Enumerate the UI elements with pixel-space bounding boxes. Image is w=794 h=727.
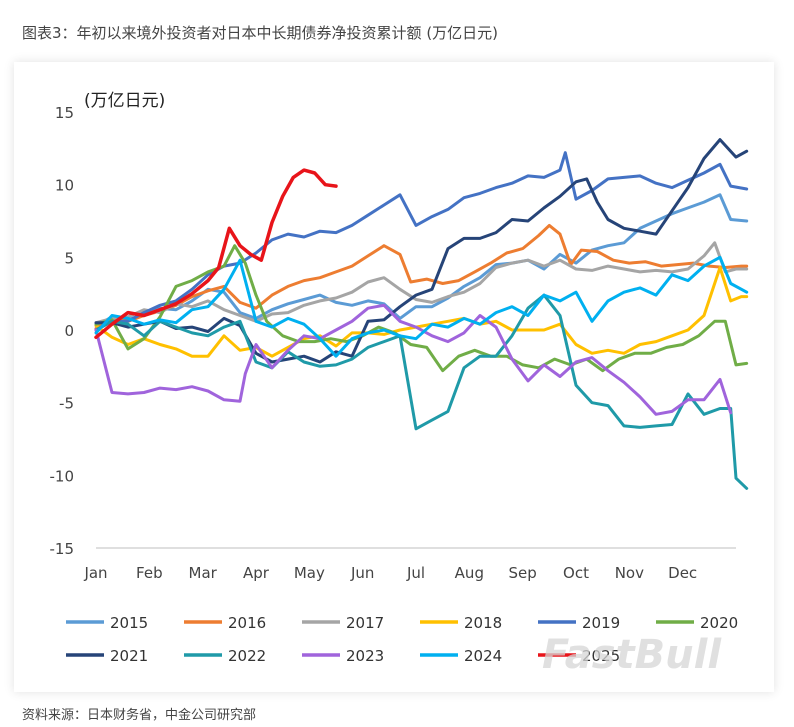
series-line-2024 — [94, 255, 749, 358]
series-layer — [94, 138, 749, 490]
legend-label: 2017 — [346, 614, 384, 632]
x-tick-label: Jan — [83, 564, 107, 582]
legend-label: 2019 — [582, 614, 620, 632]
y-tick-label: 10 — [55, 177, 74, 195]
series-line-2016 — [94, 223, 749, 330]
x-tick-label: Apr — [243, 564, 270, 582]
y-tick-label: -15 — [50, 540, 75, 558]
legend-label: 2025 — [582, 647, 620, 665]
legend: 2015 2016 2017 2018 2019 2020 2021 2022 2023 2024… — [66, 614, 738, 665]
y-tick-label: 0 — [64, 322, 74, 340]
line-chart: 15 10 5 0 -5 -10 -15 Jan Feb Mar Apr May Jun Jul Aug Se… — [50, 91, 749, 678]
y-tick-label: -5 — [59, 395, 74, 413]
x-tick-label: Sep — [509, 564, 537, 582]
legend-label: 2015 — [110, 614, 148, 632]
chart-panel: 15 10 5 0 -5 -10 -15 Jan Feb Mar Apr May Jun Jul Aug Se… — [14, 62, 774, 692]
x-tick-label: Nov — [615, 564, 644, 582]
axes-layer: 15 10 5 0 -5 -10 -15 Jan Feb Mar Apr May Jun Jul Aug Se… — [50, 104, 736, 582]
x-tick-label: May — [294, 564, 325, 582]
x-tick-label: Jul — [406, 564, 425, 582]
series-line-2025 — [94, 168, 338, 340]
watermark-text: FastBull — [542, 632, 722, 678]
legend-label: 2018 — [464, 614, 502, 632]
x-tick-label: Oct — [563, 564, 589, 582]
x-tick-label: Mar — [189, 564, 218, 582]
series-line-2021 — [94, 138, 749, 364]
x-tick-label: Feb — [136, 564, 163, 582]
series-line-2022 — [94, 293, 749, 490]
y-tick-label: -10 — [50, 467, 75, 485]
figure-title: 图表3：年初以来境外投资者对日本中长期债券净投资累计额 (万亿日元) — [22, 24, 499, 42]
x-tick-label: Jun — [350, 564, 374, 582]
y-tick-label: 15 — [55, 104, 74, 122]
series-line-2020 — [94, 244, 749, 373]
y-tick-label: 5 — [64, 249, 74, 267]
legend-label: 2023 — [346, 647, 384, 665]
legend-label: 2022 — [228, 647, 266, 665]
legend-label: 2024 — [464, 647, 502, 665]
legend-label: 2021 — [110, 647, 148, 665]
series-line-2023 — [94, 303, 733, 416]
source-note: 资料来源：日本财务省，中金公司研究部 — [22, 708, 257, 723]
series-line-2017 — [94, 241, 749, 325]
legend-label: 2016 — [228, 614, 266, 632]
x-tick-label: Aug — [455, 564, 484, 582]
unit-label: (万亿日元) — [84, 91, 165, 111]
series-line-2019 — [94, 151, 749, 332]
legend-label: 2020 — [700, 614, 738, 632]
x-tick-label: Dec — [668, 564, 697, 582]
